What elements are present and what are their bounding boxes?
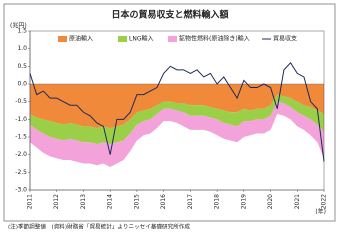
x-tick-label: 2017 — [187, 194, 194, 209]
x-tick-label: 2013 — [80, 194, 87, 209]
x-tick-label: 2015 — [133, 194, 140, 209]
legend-label: LNG輸入 — [129, 35, 153, 43]
y-tick-label: -0.5 — [15, 98, 27, 105]
x-tick-label: 2020 — [267, 194, 274, 209]
y-tick-label: 1.5 — [17, 28, 27, 35]
legend-swatch — [168, 36, 177, 42]
plot-frame — [29, 30, 325, 191]
x-axis-label: (年) — [315, 208, 326, 216]
chart-title: 日本の貿易収支と燃料輸入額 — [111, 9, 228, 21]
y-tick-label: -1.0 — [15, 116, 27, 123]
x-tick-label: 2019 — [240, 194, 247, 209]
y-tick-label: 0.5 — [17, 63, 27, 70]
legend-label: 貿易収支 — [273, 35, 297, 43]
legend-swatch — [58, 36, 67, 42]
x-tick-label: 2021 — [294, 194, 301, 209]
chart-border — [3, 3, 336, 222]
area — [30, 94, 324, 145]
y-tick-label: -2.5 — [15, 169, 27, 176]
legend-swatch — [118, 36, 127, 42]
x-tick-label: 2012 — [53, 194, 60, 209]
y-tick-label: -2.0 — [15, 151, 27, 158]
x-tick-label: 2022 — [321, 194, 328, 209]
y-tick-label: 1.0 — [17, 45, 27, 52]
x-tick-label: 2016 — [160, 194, 167, 209]
footnote: (注)季節調整値 (資料)財務省「貿易統計」よりニッセイ基礎研究所作成 — [8, 223, 190, 231]
y-tick-label: -3.0 — [15, 187, 27, 194]
line — [29, 61, 325, 162]
legend-label: 原油輸入 — [69, 35, 93, 43]
y-tick-label: -1.5 — [15, 134, 27, 141]
legend: 原油輸入 LNG輸入 鉱物性燃料(原油除き)輸入 貿易収支 — [58, 35, 297, 43]
x-tick-label: 2018 — [214, 194, 221, 209]
legend-label: 鉱物性燃料(原油除き)輸入 — [179, 35, 250, 43]
y-axis-label: (兆円) — [10, 22, 27, 30]
chart: 日本の貿易収支と燃料輸入額 (兆円) (年) (注)季節調整値 (資料)財務省「… — [3, 3, 336, 231]
area — [30, 101, 324, 168]
y-tick-label: 0.0 — [17, 81, 27, 88]
x-tick-label: 2011 — [27, 194, 34, 209]
x-tick-label: 2014 — [107, 194, 114, 209]
area — [30, 84, 324, 129]
